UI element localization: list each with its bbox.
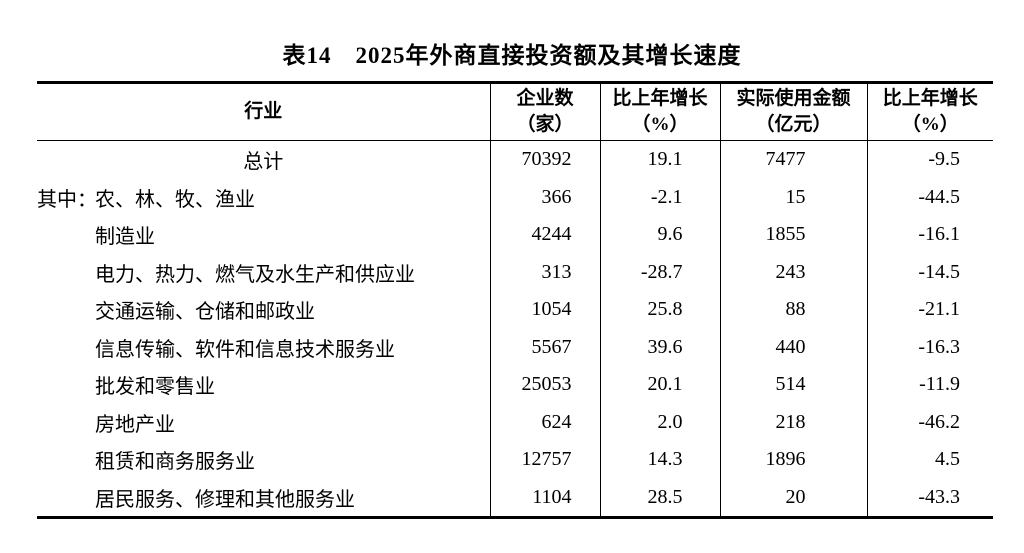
industry-cell: 租赁和商务服务业 — [37, 441, 490, 479]
fdi-table: 行业 企业数 （家） 比上年增长 （%） 实际使用金额 （亿元） 比上年增长 （… — [37, 81, 993, 519]
header-industry-label: 行业 — [244, 101, 283, 123]
industry-cell: 总计 — [37, 141, 490, 179]
table-row-total: 总计 70392 19.1 7477 -9.5 — [37, 140, 993, 179]
table-row: 交通运输、仓储和邮政业 1054 25.8 88 -21.1 — [37, 291, 993, 329]
industry-cell: 信息传输、软件和信息技术服务业 — [37, 329, 490, 367]
growth2-cell: -16.1 — [866, 216, 993, 254]
industry-label: 农、林、牧、渔业 — [95, 188, 255, 211]
table-row: 信息传输、软件和信息技术服务业 5567 39.6 440 -16.3 — [37, 328, 993, 367]
industry-cell: 电力、热力、燃气及水生产和供应业 — [37, 254, 490, 292]
amount-cell: 1896 — [719, 441, 867, 479]
growth2-cell: -16.3 — [866, 328, 993, 366]
enterprises-cell: 313 — [489, 253, 600, 291]
industry-label: 房地产业 — [95, 413, 175, 436]
industry-cell: 批发和零售业 — [37, 366, 490, 404]
amount-cell: 1855 — [719, 216, 867, 254]
growth1-cell: 28.5 — [599, 478, 720, 518]
header-growth1-line1: 比上年增长 — [612, 88, 708, 110]
industry-label: 信息传输、软件和信息技术服务业 — [95, 338, 395, 361]
header-row: 行业 企业数 （家） 比上年增长 （%） 实际使用金额 （亿元） 比上年增长 （… — [37, 82, 993, 141]
amount-cell: 15 — [719, 178, 867, 216]
growth2-cell: -46.2 — [866, 403, 993, 441]
header-growth2-line2: （%） — [901, 114, 959, 135]
enterprises-cell: 25053 — [489, 366, 600, 404]
enterprises-cell: 1054 — [489, 291, 600, 329]
amount-cell: 243 — [719, 253, 867, 291]
growth2-cell: 4.5 — [866, 441, 993, 479]
industry-label: 交通运输、仓储和邮政业 — [95, 301, 315, 324]
enterprises-cell: 1104 — [489, 478, 600, 518]
growth1-cell: 39.6 — [599, 328, 720, 366]
header-growth2-line1: 比上年增长 — [882, 88, 978, 110]
industry-cell: 交通运输、仓储和邮政业 — [37, 291, 490, 329]
enterprises-cell: 70392 — [489, 140, 600, 179]
industry-label: 总计 — [243, 151, 284, 174]
header-growth1-line2: （%） — [631, 114, 689, 135]
growth2-cell: -9.5 — [866, 140, 993, 179]
growth1-cell: 2.0 — [599, 403, 720, 441]
enterprises-cell: 5567 — [489, 328, 600, 366]
header-industry: 行业 — [37, 82, 490, 141]
growth1-cell: 14.3 — [599, 441, 720, 479]
growth2-cell: -43.3 — [866, 478, 993, 518]
table-title: 表14 2025年外商直接投资额及其增长速度 — [282, 43, 742, 68]
industry-label: 电力、热力、燃气及水生产和供应业 — [95, 263, 415, 286]
table-row: 电力、热力、燃气及水生产和供应业 313 -28.7 243 -14.5 — [37, 253, 993, 292]
header-amount-line1: 实际使用金额 — [736, 88, 851, 110]
table-row: 批发和零售业 25053 20.1 514 -11.9 — [37, 366, 993, 404]
enterprises-cell: 624 — [489, 403, 600, 441]
growth1-cell: -2.1 — [599, 178, 720, 216]
header-amount: 实际使用金额 （亿元） — [719, 82, 867, 141]
growth1-cell: -28.7 — [599, 253, 720, 291]
amount-cell: 514 — [719, 366, 867, 404]
amount-cell: 88 — [719, 291, 867, 329]
growth2-cell: -11.9 — [866, 366, 993, 404]
amount-cell: 440 — [719, 328, 867, 366]
table-row: 制造业 4244 9.6 1855 -16.1 — [37, 216, 993, 254]
industry-cell: 制造业 — [37, 216, 490, 254]
growth1-cell: 9.6 — [599, 216, 720, 254]
growth2-cell: -21.1 — [866, 291, 993, 329]
industry-cell: 其中：农、林、牧、渔业 — [37, 179, 490, 217]
growth1-cell: 25.8 — [599, 291, 720, 329]
growth1-cell: 20.1 — [599, 366, 720, 404]
industry-cell: 房地产业 — [37, 404, 490, 442]
amount-cell: 20 — [719, 478, 867, 518]
enterprises-cell: 12757 — [489, 441, 600, 479]
enterprises-cell: 4244 — [489, 216, 600, 254]
industry-prefix: 其中： — [37, 188, 97, 211]
industry-label: 批发和零售业 — [95, 376, 215, 399]
table-row: 其中：农、林、牧、渔业 366 -2.1 15 -44.5 — [37, 178, 993, 217]
table-row: 租赁和商务服务业 12757 14.3 1896 4.5 — [37, 441, 993, 479]
industry-label: 制造业 — [95, 226, 155, 249]
table-row: 居民服务、修理和其他服务业 1104 28.5 20 -43.3 — [37, 478, 993, 518]
header-amount-line2: （亿元） — [755, 114, 832, 135]
industry-label: 租赁和商务服务业 — [95, 451, 255, 474]
growth1-cell: 19.1 — [599, 140, 720, 179]
header-enterprises-line1: 企业数 — [516, 88, 574, 110]
header-enterprises: 企业数 （家） — [489, 82, 600, 141]
growth2-cell: -44.5 — [866, 178, 993, 216]
industry-cell: 居民服务、修理和其他服务业 — [37, 479, 490, 518]
header-growth1: 比上年增长 （%） — [599, 82, 720, 141]
amount-cell: 7477 — [719, 140, 867, 179]
table-row: 房地产业 624 2.0 218 -46.2 — [37, 403, 993, 442]
header-enterprises-line2: （家） — [516, 114, 574, 135]
industry-label: 居民服务、修理和其他服务业 — [95, 488, 355, 511]
growth2-cell: -14.5 — [866, 253, 993, 291]
amount-cell: 218 — [719, 403, 867, 441]
header-growth2: 比上年增长 （%） — [866, 82, 993, 141]
enterprises-cell: 366 — [489, 178, 600, 216]
